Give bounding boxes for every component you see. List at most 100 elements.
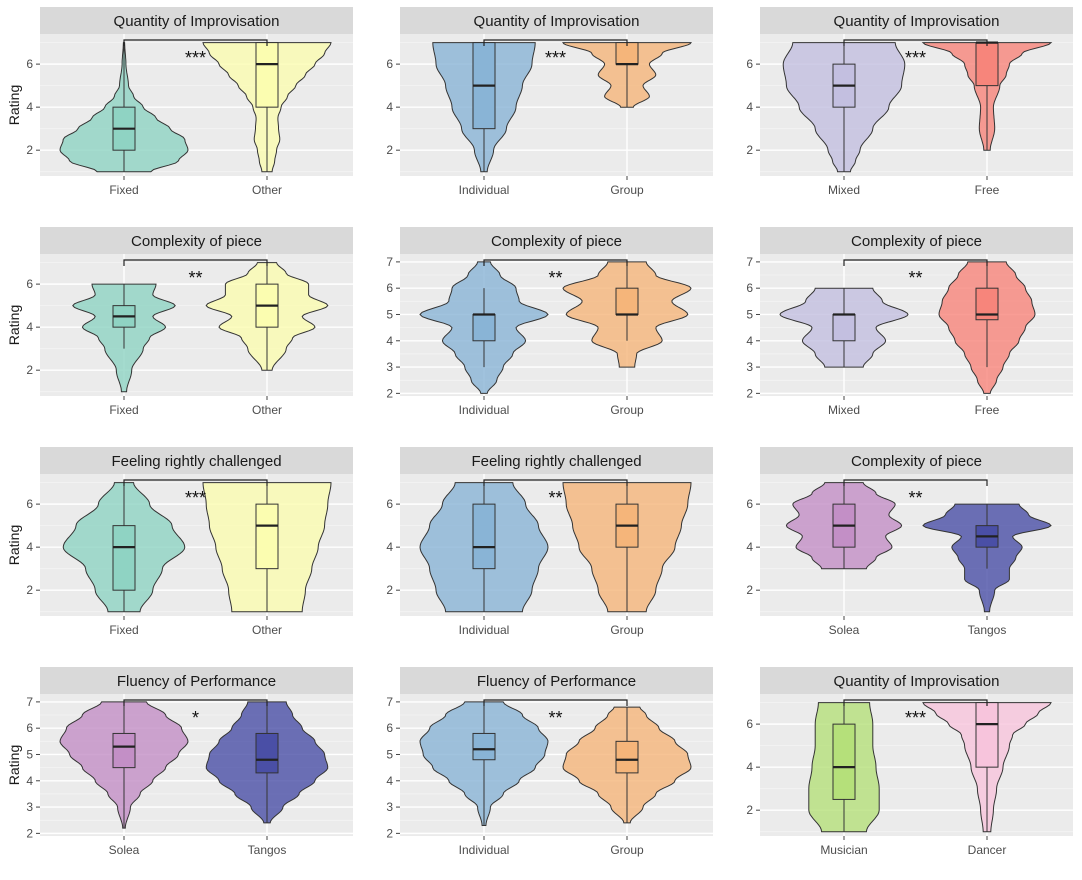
x-tick-label: Fixed	[109, 403, 138, 417]
y-tick-label: 2	[746, 803, 753, 817]
panel-strip	[40, 7, 353, 34]
panel-title: Complexity of piece	[851, 453, 982, 470]
x-tick-label: Musician	[820, 843, 867, 857]
box-iqr-dancer	[975, 702, 999, 768]
panel-strip	[40, 447, 353, 474]
y-tick-label: 6	[386, 281, 393, 295]
y-tick-label: 2	[386, 583, 393, 597]
x-tick-label: Free	[975, 183, 1000, 197]
y-tick-label: 5	[26, 747, 33, 761]
significance-label: ***	[185, 488, 206, 508]
significance-bracket	[843, 479, 988, 486]
y-tick-label: 4	[26, 100, 33, 114]
x-tick-label: Solea	[829, 623, 860, 637]
y-tick-label: 4	[746, 100, 753, 114]
y-tick-label: 2	[746, 583, 753, 597]
panel-strip	[760, 7, 1073, 34]
y-tick-label: 2	[386, 826, 393, 840]
significance-bracket	[843, 259, 988, 266]
x-tick-label: Group	[610, 623, 644, 637]
panel-title: Complexity of piece	[851, 233, 982, 250]
y-tick-label: 2	[26, 826, 33, 840]
y-tick-label: 4	[746, 540, 753, 554]
y-axis-label: Rating	[6, 525, 22, 565]
y-tick-label: 6	[386, 721, 393, 735]
panel-strip	[760, 447, 1073, 474]
y-tick-label: 7	[26, 695, 33, 709]
panel-strip	[760, 227, 1073, 254]
panel-3: Quantity of Improvisation 2 4 6 Mixed Free ***	[746, 7, 1073, 197]
panel-8: Feeling rightly challenged 2 4 6 Individual G…	[386, 447, 713, 637]
y-tick-label: 6	[26, 277, 33, 291]
significance-bracket	[123, 699, 268, 706]
box-iqr-individual	[472, 503, 496, 570]
significance-label: **	[908, 488, 922, 508]
significance-bracket	[483, 259, 628, 266]
x-tick-label: Tangos	[248, 843, 287, 857]
significance-label: ***	[905, 708, 926, 728]
significance-bracket	[483, 479, 628, 486]
x-tick-label: Group	[610, 183, 644, 197]
x-tick-label: Other	[252, 623, 282, 637]
box-iqr-group	[615, 287, 639, 315]
y-tick-label: 6	[386, 497, 393, 511]
x-tick-label: Other	[252, 403, 282, 417]
x-tick-label: Fixed	[109, 183, 138, 197]
significance-label: **	[188, 268, 202, 288]
panel-4: Complexity of piece 2 4 6 Rating Fixed Other **	[6, 227, 353, 417]
x-tick-label: Other	[252, 183, 282, 197]
panel-strip	[40, 227, 353, 254]
panel-12: Quantity of Improvisation 2 4 6 Musician Danc…	[746, 667, 1073, 857]
y-axis-label: Rating	[6, 305, 22, 345]
y-tick-label: 3	[26, 800, 33, 814]
y-tick-label: 6	[26, 57, 33, 71]
y-axis-label: Rating	[6, 745, 22, 785]
y-tick-label: 6	[746, 717, 753, 731]
box-iqr-fixed	[112, 525, 136, 591]
box-iqr-other	[255, 42, 279, 108]
y-tick-label: 4	[386, 334, 393, 348]
significance-bracket	[483, 699, 628, 706]
significance-label: **	[908, 268, 922, 288]
x-tick-label: Solea	[109, 843, 140, 857]
x-tick-label: Individual	[459, 623, 510, 637]
y-tick-label: 4	[746, 760, 753, 774]
panel-title: Complexity of piece	[131, 233, 262, 250]
significance-label: ***	[905, 48, 926, 68]
box-iqr-free	[975, 42, 999, 87]
panel-title: Quantity of Improvisation	[834, 673, 1000, 690]
y-tick-label: 5	[386, 747, 393, 761]
y-tick-label: 4	[386, 540, 393, 554]
y-tick-label: 3	[746, 360, 753, 374]
panel-strip	[400, 7, 713, 34]
y-tick-label: 7	[386, 255, 393, 269]
y-tick-label: 4	[26, 774, 33, 788]
box-iqr-tangos	[255, 732, 279, 774]
y-tick-label: 5	[386, 307, 393, 321]
significance-bracket	[843, 39, 988, 46]
box-iqr-musician	[832, 723, 856, 800]
y-tick-label: 6	[26, 721, 33, 735]
significance-label: **	[548, 488, 562, 508]
significance-bracket	[123, 479, 268, 486]
x-tick-label: Mixed	[828, 403, 860, 417]
y-tick-label: 2	[26, 143, 33, 157]
y-tick-label: 6	[26, 497, 33, 511]
y-tick-label: 4	[26, 320, 33, 334]
panel-title: Quantity of Improvisation	[114, 13, 280, 30]
y-tick-label: 6	[746, 281, 753, 295]
panel-11: Fluency of Performance 2 3 4 5 6 7 Individual Gr…	[386, 667, 713, 857]
significance-bracket	[483, 39, 628, 46]
y-tick-label: 5	[746, 307, 753, 321]
panel-6: Complexity of piece 2 3 4 5 6 7 Mixed Free **	[746, 227, 1073, 417]
x-tick-label: Dancer	[968, 843, 1007, 857]
y-tick-label: 6	[386, 57, 393, 71]
x-tick-label: Tangos	[968, 623, 1007, 637]
box-iqr-individual	[472, 313, 496, 342]
significance-label: ***	[545, 48, 566, 68]
box-iqr-group	[615, 740, 639, 774]
y-tick-label: 2	[746, 143, 753, 157]
panel-strip	[400, 447, 713, 474]
panel-9: Complexity of piece 2 4 6 Solea Tangos **	[746, 447, 1073, 637]
